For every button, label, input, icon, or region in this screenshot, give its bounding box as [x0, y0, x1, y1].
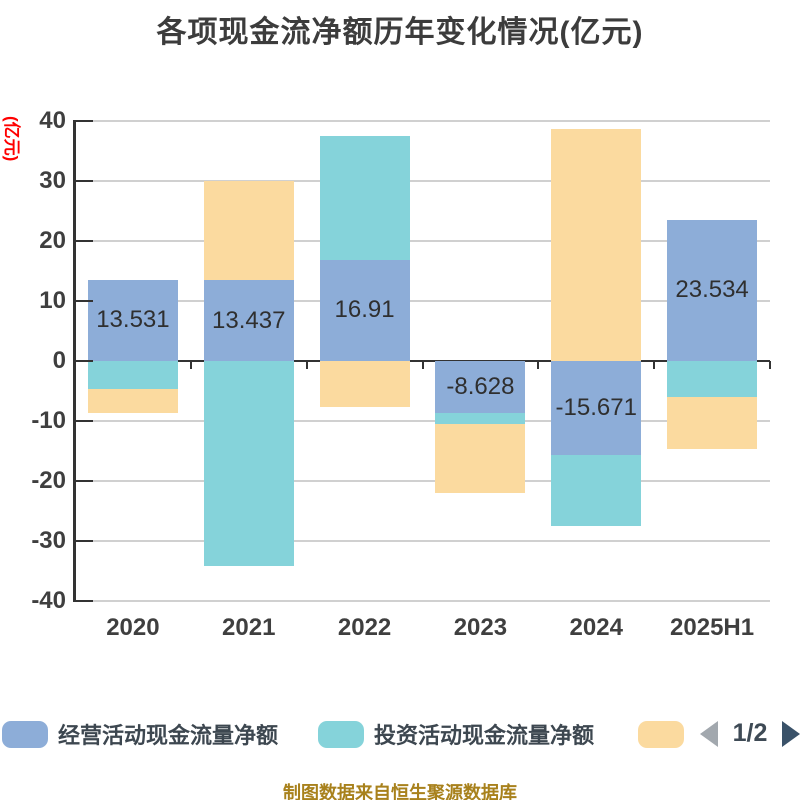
legend-pager: 1/2	[698, 718, 800, 750]
x-axis-tick	[537, 361, 540, 369]
bar-segment-2020-s1	[87, 361, 178, 390]
legend-item-investing[interactable]: 投资活动现金流量净额	[318, 718, 594, 750]
gridline	[75, 600, 770, 602]
bar-segment-2024-s0	[551, 361, 642, 456]
bar-segment-2025H1-s1	[667, 361, 758, 397]
x-axis-tick	[189, 361, 192, 369]
x-tick-label: 2021	[222, 614, 276, 641]
bar-value-label: -15.671	[555, 394, 637, 421]
bar-value-label: 16.91	[334, 296, 395, 324]
gridline	[75, 120, 770, 122]
gridline	[75, 240, 770, 242]
gridline	[75, 540, 770, 542]
y-axis-tick	[75, 480, 93, 482]
x-axis-tick	[769, 361, 771, 369]
financing-series-swatch	[638, 720, 684, 748]
gridline	[75, 420, 770, 422]
bar-segment-2022-s1	[319, 135, 410, 260]
bar-segment-2023-s2	[435, 423, 526, 494]
y-tick-label: 40	[39, 107, 66, 134]
y-tick-label: -40	[31, 587, 66, 614]
bar-segment-2025H1-s0	[667, 219, 758, 361]
x-tick-label: 2025H1	[670, 614, 755, 641]
bar-segment-2022-s0	[319, 259, 410, 361]
y-tick-label: -10	[31, 407, 66, 434]
x-axis-tick	[305, 361, 308, 369]
y-axis-line	[73, 120, 76, 602]
page-indicator: 1/2	[732, 719, 768, 747]
legend-label-investing: 投资活动现金流量净额	[374, 723, 595, 748]
bar-value-label: 13.437	[212, 306, 286, 334]
x-tick-label: 2020	[106, 614, 160, 641]
plot-area: -40 -30 -20 -10 0 10 20 30 40 13.531 2020 13.437 202…	[31, 107, 771, 641]
bar-segment-2025H1-s2	[667, 397, 758, 449]
gridline	[75, 480, 770, 482]
x-tick-label: 2022	[337, 614, 392, 641]
prev-page-icon[interactable]	[700, 721, 718, 747]
y-tick-label: 10	[39, 287, 66, 314]
legend: 经营活动现金流量净额 投资活动现金流量净额 1/2	[0, 718, 800, 750]
x-axis-tick	[421, 361, 424, 369]
bar-segment-2023-s1	[435, 412, 526, 424]
bar-segment-2021-s1	[203, 361, 294, 567]
bar-segment-2023-s0	[435, 361, 526, 413]
y-axis-tick	[75, 420, 93, 422]
y-tick-label: -30	[31, 527, 66, 554]
gridline	[75, 180, 770, 182]
bar-segment-2020-s2	[87, 389, 178, 413]
bar-value-label: 13.531	[96, 306, 170, 334]
bar-segment-2024-s2	[551, 129, 642, 361]
y-axis-tick	[75, 240, 93, 242]
next-page-icon[interactable]	[782, 721, 800, 747]
legend-label-operating: 经营活动现金流量净额	[58, 723, 279, 748]
y-axis-tick	[75, 360, 93, 362]
y-axis-tick	[75, 180, 93, 182]
y-axis-tick	[75, 300, 93, 302]
y-axis-tick	[75, 120, 93, 122]
x-tick-label: 2024	[569, 614, 623, 641]
legend-item-operating[interactable]: 经营活动现金流量净额	[2, 718, 278, 750]
data-source-caption: 制图数据来自恒生聚源数据库	[283, 783, 517, 800]
operating-series-swatch	[2, 720, 48, 748]
bar-segment-2020-s0	[87, 279, 178, 361]
y-tick-label: 30	[39, 167, 66, 194]
y-axis-tick	[75, 540, 93, 542]
bar-value-label: 23.534	[675, 276, 749, 304]
y-tick-label: -20	[31, 467, 66, 494]
y-axis-tick	[75, 600, 93, 602]
bar-value-label: -8.628	[446, 372, 515, 400]
y-tick-label: 0	[52, 347, 66, 374]
x-tick-label: 2023	[453, 614, 508, 641]
chart-title: 各项现金流净额历年变化情况(亿元)	[156, 16, 644, 49]
bar-segment-2024-s1	[551, 455, 642, 526]
bar-segment-2021-s2	[203, 180, 294, 281]
legend-item-financing[interactable]	[638, 718, 694, 750]
x-axis-tick	[653, 361, 656, 369]
bar-segment-2021-s0	[203, 280, 294, 361]
gridline	[75, 300, 770, 302]
bar-segment-2022-s2	[319, 361, 410, 407]
investing-series-swatch	[318, 720, 364, 748]
y-tick-label: 20	[39, 227, 66, 254]
